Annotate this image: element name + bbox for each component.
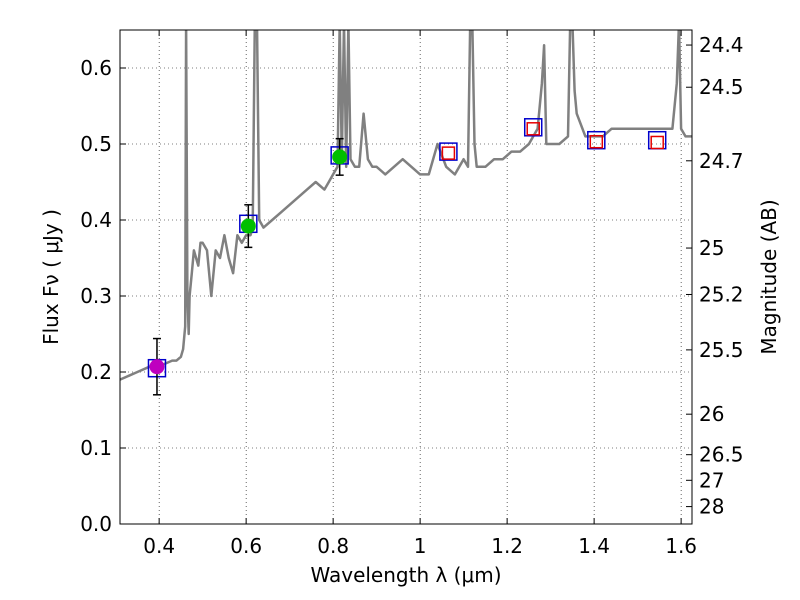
y2-tick-label: 25.5 (699, 338, 744, 362)
y2-tick-label: 24.5 (699, 75, 744, 99)
x-axis-label: Wavelength λ (μm) (310, 563, 501, 587)
plot-frame (119, 29, 693, 525)
y2-axis-label: Magnitude (AB) (757, 199, 781, 354)
y-tick-label: 0.3 (80, 284, 112, 308)
model-photometry-marker (587, 130, 606, 150)
grid-layer (120, 30, 692, 525)
observed-flux-square (441, 146, 456, 160)
y2-tick-label: 25.2 (699, 282, 744, 306)
x-tick-label: 0.6 (230, 534, 262, 558)
observed-flux-point (332, 149, 348, 165)
sed-model-line (120, 30, 692, 381)
y2-tick-label: 26.5 (699, 443, 744, 467)
observed-flux-square (526, 122, 540, 136)
y-tick-label: 0.0 (80, 512, 112, 536)
y2-tick-label: 27 (699, 468, 724, 492)
model-photometry-marker (439, 142, 458, 161)
y2-tick-label: 26 (699, 402, 724, 426)
observed-flux-point (149, 359, 165, 375)
y2-tick-label: 24.4 (699, 33, 744, 57)
y2-tick-label: 24.7 (699, 149, 744, 173)
x-tick-label: 1 (414, 534, 427, 558)
y2-tick-label: 28 (699, 495, 724, 519)
y-tick-label: 0.2 (80, 360, 112, 384)
y-tick-label: 0.1 (80, 436, 112, 460)
y-tick-label: 0.4 (80, 208, 112, 232)
x-tick-label: 0.8 (317, 534, 349, 558)
marker-layer (147, 118, 667, 396)
observed-flux-square (589, 134, 604, 149)
y-tick-label: 0.5 (80, 132, 112, 156)
y-tick-label: 0.6 (80, 56, 112, 80)
axis-layer: 0.4 0.6 0.8 1 1.2 1.4 1.6 0.0 0.1 0.2 0.3 0.4 0.5 0.6… (80, 30, 744, 558)
series-layer (120, 30, 692, 381)
x-tick-label: 0.4 (143, 534, 175, 558)
x-tick-label: 1.4 (578, 534, 610, 558)
model-photometry-marker (523, 118, 543, 137)
y2-tick-label: 25 (699, 236, 724, 260)
x-tick-label: 1.2 (491, 534, 523, 558)
y-axis-label: Flux Fν ( μJy ) (39, 209, 63, 345)
observed-flux-square (650, 135, 664, 150)
observed-flux-point (240, 218, 256, 234)
x-tick-label: 1.6 (665, 534, 697, 558)
